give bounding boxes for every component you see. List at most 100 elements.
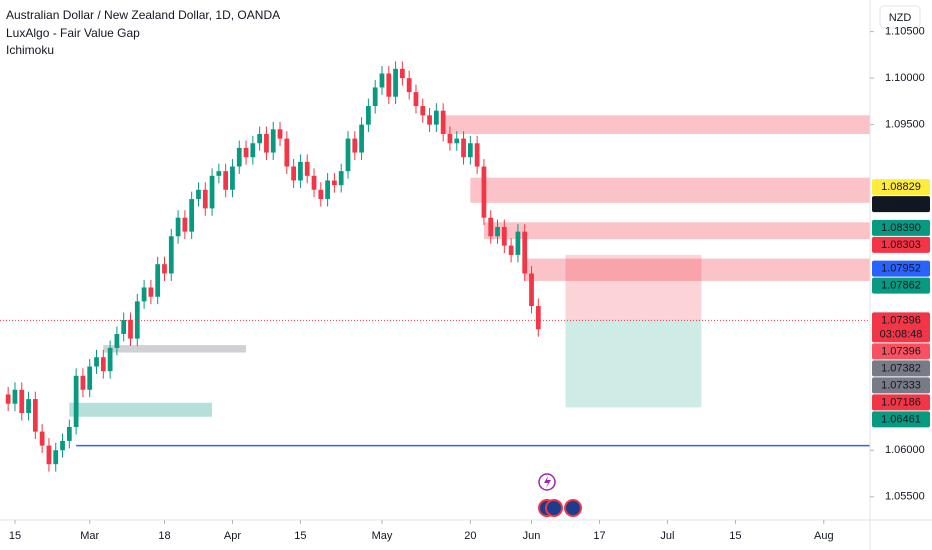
currency-button[interactable] (879, 5, 921, 29)
candle-body (277, 129, 283, 139)
candle-body (515, 231, 521, 255)
zone (565, 254, 702, 321)
candle-body (352, 138, 358, 153)
candle-body (501, 226, 507, 246)
candle-body (338, 171, 344, 186)
candle-body (216, 171, 222, 176)
indicator-name: Ichimoku (6, 43, 54, 57)
candle-body (359, 124, 364, 153)
candle-body (318, 189, 324, 200)
chart-title: Australian Dollar / New Zealand Dollar, … (6, 8, 280, 22)
candle-body (121, 320, 127, 334)
candle-body (488, 217, 494, 237)
price-label-bg (872, 411, 930, 428)
candle-body (175, 217, 181, 237)
y-tick-label: 1.06000 (885, 444, 925, 456)
x-tick-label: Aug (814, 530, 834, 542)
candle-body (481, 166, 487, 218)
candle-body (53, 450, 59, 465)
candle-body (461, 138, 466, 158)
zone (483, 222, 870, 240)
candle-body (60, 440, 65, 451)
price-label: 1.07952 (881, 263, 921, 275)
candle-body (94, 357, 99, 367)
price-label: 1.06461 (881, 413, 921, 425)
candle-body (141, 287, 147, 302)
candle-body (454, 138, 460, 144)
x-tick-label: Jul (660, 530, 674, 542)
price-label: 1.07396 (881, 314, 921, 326)
price-label-bg (872, 196, 930, 213)
candle-body (406, 78, 412, 93)
x-tick-label: 15 (9, 530, 21, 542)
candle-body (413, 92, 419, 107)
price-label: 1.07382 (881, 362, 921, 374)
x-tick-label: Jun (523, 530, 541, 542)
candle-body (291, 166, 297, 181)
candle-body (100, 357, 106, 372)
candle-body (325, 180, 330, 200)
candle-body (230, 166, 235, 190)
price-label-bg (872, 260, 930, 277)
zone (470, 177, 870, 203)
x-tick-label: 20 (464, 530, 476, 542)
zone (69, 402, 213, 417)
price-label: 1.08390 (881, 222, 921, 234)
candle-body (148, 287, 154, 297)
candle-body (311, 175, 317, 190)
x-tick-label: 18 (158, 530, 170, 542)
candle-body (250, 143, 256, 158)
candle-body (5, 394, 11, 404)
candle-body (508, 245, 514, 255)
candle-body (393, 68, 398, 97)
candle-body (440, 110, 446, 134)
y-tick-label: 1.05500 (885, 491, 925, 503)
candle-body (19, 389, 25, 414)
x-tick-label: 15 (294, 530, 306, 542)
price-label: 1.08829 (881, 181, 921, 193)
currency[interactable]: NZD (889, 12, 912, 24)
candle-body (535, 306, 541, 330)
candle-body (433, 110, 439, 125)
x-tick-label: Apr (224, 530, 241, 542)
candle-body (522, 231, 528, 274)
candle-body (134, 301, 140, 339)
candle-body (379, 73, 385, 88)
x-tick-label: Mar (80, 530, 99, 542)
x-tick-label: May (372, 530, 393, 542)
candle-body (46, 445, 52, 465)
price-label: 1.08829 (881, 198, 921, 210)
countdown: 03:08:48 (880, 328, 923, 340)
price-label-bg (872, 179, 930, 196)
candle-body (39, 431, 45, 446)
candle-body (467, 143, 473, 158)
candle-body (270, 129, 276, 153)
candle-body (209, 175, 215, 209)
zone (565, 320, 702, 408)
candle-body (182, 217, 188, 232)
candle-body (366, 106, 371, 125)
price-label-bg (872, 377, 930, 394)
candle-body (107, 347, 113, 372)
candle-body (32, 399, 38, 432)
candle-body (87, 366, 93, 390)
event-icons (538, 473, 582, 517)
y-tick-label: 1.10000 (885, 72, 925, 84)
candle-body (168, 236, 174, 274)
candle-body (264, 133, 269, 153)
price-label: 1.08303 (881, 239, 921, 251)
candle-body (386, 73, 392, 97)
candle-body (223, 171, 229, 190)
price-label: 1.07333 (881, 379, 921, 391)
y-tick-label: 1.09500 (885, 119, 925, 131)
candle-body (26, 399, 31, 414)
candle-body (12, 389, 18, 404)
candle-body (304, 161, 310, 176)
candle-body (196, 189, 201, 200)
candle-body (427, 115, 432, 125)
candle-body (128, 320, 133, 339)
y-tick-label: 1.10500 (885, 26, 925, 38)
zone (524, 258, 870, 281)
price-label: 1.07396 (881, 345, 921, 357)
